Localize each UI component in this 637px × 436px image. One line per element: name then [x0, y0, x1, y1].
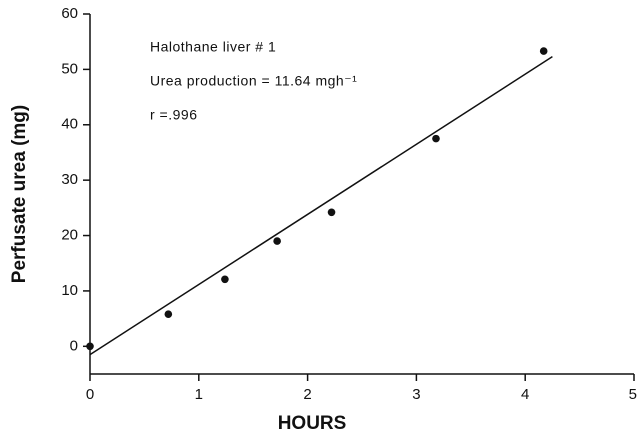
point — [432, 134, 440, 143]
y-tick-label: 50 — [61, 60, 78, 77]
fit-line — [89, 56, 553, 356]
x-axis-title: HOURS — [278, 413, 347, 434]
y-axis-title: Perfusate urea (mg) — [9, 105, 30, 283]
point — [273, 237, 281, 245]
x-tick-label: 5 — [629, 386, 637, 403]
y-tick-label: 20 — [61, 227, 78, 244]
annotation: r =.996 — [150, 107, 197, 123]
point — [327, 208, 336, 217]
x-tick-label: 3 — [412, 386, 420, 403]
point — [86, 342, 94, 351]
x-tick-label: 2 — [303, 386, 311, 403]
y-tick-label: 40 — [61, 116, 78, 133]
y-tick-label: 30 — [61, 171, 78, 188]
annotation: Urea production = 11.64 mgh⁻¹ — [150, 73, 357, 89]
point — [539, 47, 548, 55]
point — [164, 310, 173, 318]
y-tick-label: 10 — [61, 282, 78, 299]
point — [221, 275, 229, 284]
y-tick-label: 60 — [61, 5, 78, 22]
x-tick-label: 4 — [521, 386, 529, 403]
annotation: Halothane liver # 1 — [150, 39, 276, 55]
x-tick-label: 0 — [86, 386, 94, 403]
x-tick-label: 1 — [195, 386, 203, 403]
y-tick-label: 0 — [70, 337, 78, 354]
